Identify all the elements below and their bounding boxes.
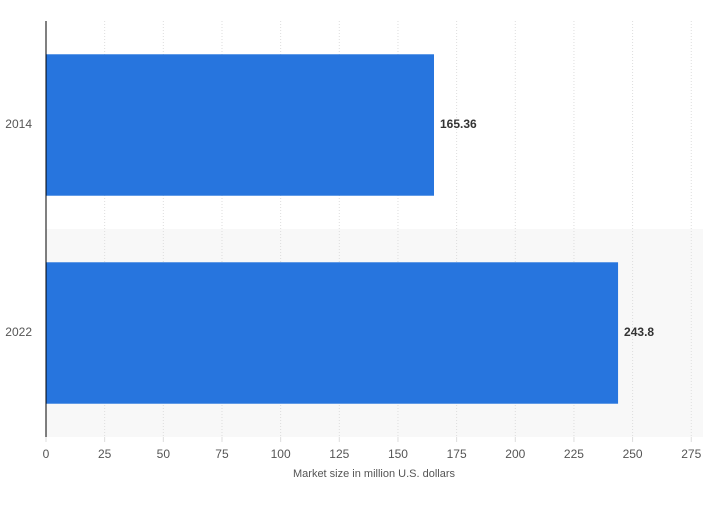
x-tick-label: 200	[505, 447, 525, 461]
bar	[46, 262, 619, 404]
x-tick-label: 75	[215, 447, 229, 461]
x-tick-label: 175	[447, 447, 467, 461]
x-tick-label: 0	[43, 447, 50, 461]
x-tick-label: 25	[98, 447, 112, 461]
x-tick-label: 50	[157, 447, 171, 461]
x-tick-label: 225	[564, 447, 584, 461]
value-label: 165.36	[440, 117, 477, 131]
x-axis-label: Market size in million U.S. dollars	[293, 468, 455, 480]
y-tick-label: 2014	[5, 117, 32, 131]
x-tick-label: 275	[681, 447, 701, 461]
bar	[46, 54, 435, 196]
y-tick-label: 2022	[5, 325, 32, 339]
x-tick-label: 250	[623, 447, 643, 461]
x-tick-label: 150	[388, 447, 408, 461]
x-tick-label: 100	[271, 447, 291, 461]
x-tick-label: 125	[329, 447, 349, 461]
value-label: 243.8	[624, 325, 654, 339]
